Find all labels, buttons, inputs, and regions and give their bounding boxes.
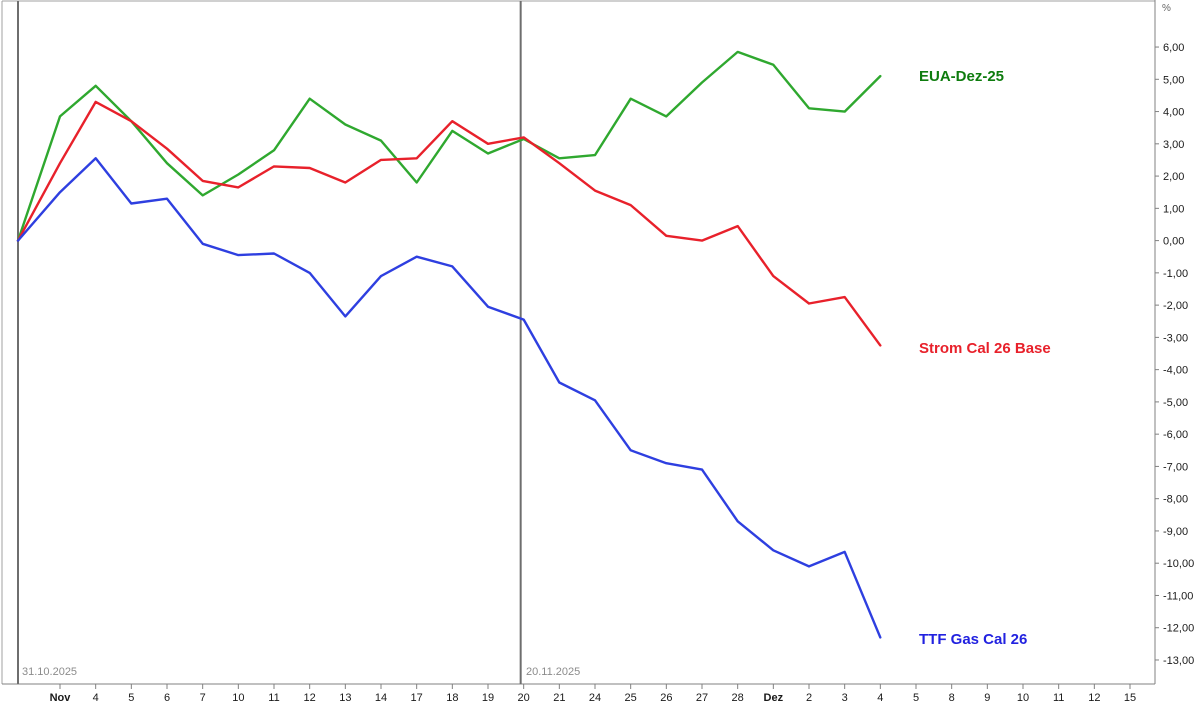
series-line-eua-dez-25 — [16, 50, 882, 242]
x-tick-label: 13 — [339, 692, 351, 704]
x-tick-label: Dez — [764, 692, 784, 704]
series-label-eua-dez-25: EUA-Dez-25 — [919, 68, 1005, 85]
x-tick-label: 4 — [877, 692, 883, 704]
y-tick-label: -12,00 — [1163, 623, 1194, 635]
x-tick-label: 10 — [1017, 692, 1029, 704]
date-marker-label-start: 31.10.2025 — [22, 666, 78, 678]
x-tick-label: 12 — [304, 692, 316, 704]
x-tick-label: 21 — [553, 692, 565, 704]
x-tick-label: 25 — [625, 692, 637, 704]
x-tick-label: 4 — [93, 692, 99, 704]
y-tick-label: -10,00 — [1163, 558, 1194, 570]
y-tick-label: 2,00 — [1163, 171, 1184, 183]
x-tick-label: 19 — [482, 692, 494, 704]
x-tick-label: 3 — [842, 692, 848, 704]
y-tick-label: 5,00 — [1163, 74, 1184, 86]
y-tick-label: -2,00 — [1163, 300, 1188, 312]
y-tick-label: 3,00 — [1163, 139, 1184, 151]
x-tick-label: 5 — [128, 692, 134, 704]
series-line-strom-cal-26-base — [16, 100, 882, 347]
x-tick-label: 14 — [375, 692, 387, 704]
series-label-strom-cal-26-base: Strom Cal 26 Base — [919, 340, 1051, 357]
x-tick-label: 27 — [696, 692, 708, 704]
x-tick-label: 7 — [200, 692, 206, 704]
y-tick-label: 4,00 — [1163, 107, 1184, 119]
y-tick-label: 1,00 — [1163, 203, 1184, 215]
x-tick-label: 2 — [806, 692, 812, 704]
y-axis-unit-label: % — [1162, 3, 1171, 14]
x-tick-label: 12 — [1088, 692, 1100, 704]
x-tick-label: 20 — [518, 692, 530, 704]
y-tick-label: -11,00 — [1163, 590, 1193, 602]
x-tick-label: 26 — [660, 692, 672, 704]
x-tick-label: 10 — [232, 692, 244, 704]
date-marker-label-mid: 20.11.2025 — [526, 666, 581, 678]
x-tick-label: 8 — [949, 692, 955, 704]
x-tick-label: 17 — [411, 692, 423, 704]
x-tick-label: 9 — [984, 692, 990, 704]
y-tick-label: -5,00 — [1163, 397, 1188, 409]
y-tick-label: -7,00 — [1163, 461, 1188, 473]
series-line-ttf-gas-cal-26 — [16, 157, 882, 639]
y-tick-label: 6,00 — [1163, 42, 1184, 54]
x-tick-label: 28 — [732, 692, 744, 704]
x-tick-label: 5 — [913, 692, 919, 704]
y-tick-label: 0,00 — [1163, 236, 1184, 248]
x-tick-label: 11 — [1053, 692, 1064, 704]
x-tick-label: 15 — [1124, 692, 1136, 704]
y-tick-label: -8,00 — [1163, 494, 1188, 506]
y-tick-label: -4,00 — [1163, 365, 1188, 377]
y-tick-label: -9,00 — [1163, 526, 1188, 538]
x-tick-label: 11 — [268, 692, 279, 704]
x-tick-label: Nov — [50, 692, 72, 704]
x-tick-label: 24 — [589, 692, 601, 704]
y-tick-label: -1,00 — [1163, 268, 1188, 280]
y-tick-label: -6,00 — [1163, 429, 1188, 441]
series-label-ttf-gas-cal-26: TTF Gas Cal 26 — [919, 631, 1028, 648]
y-tick-label: -13,00 — [1163, 655, 1194, 667]
x-tick-label: 6 — [164, 692, 170, 704]
y-tick-label: -3,00 — [1163, 332, 1188, 344]
x-tick-label: 18 — [446, 692, 458, 704]
